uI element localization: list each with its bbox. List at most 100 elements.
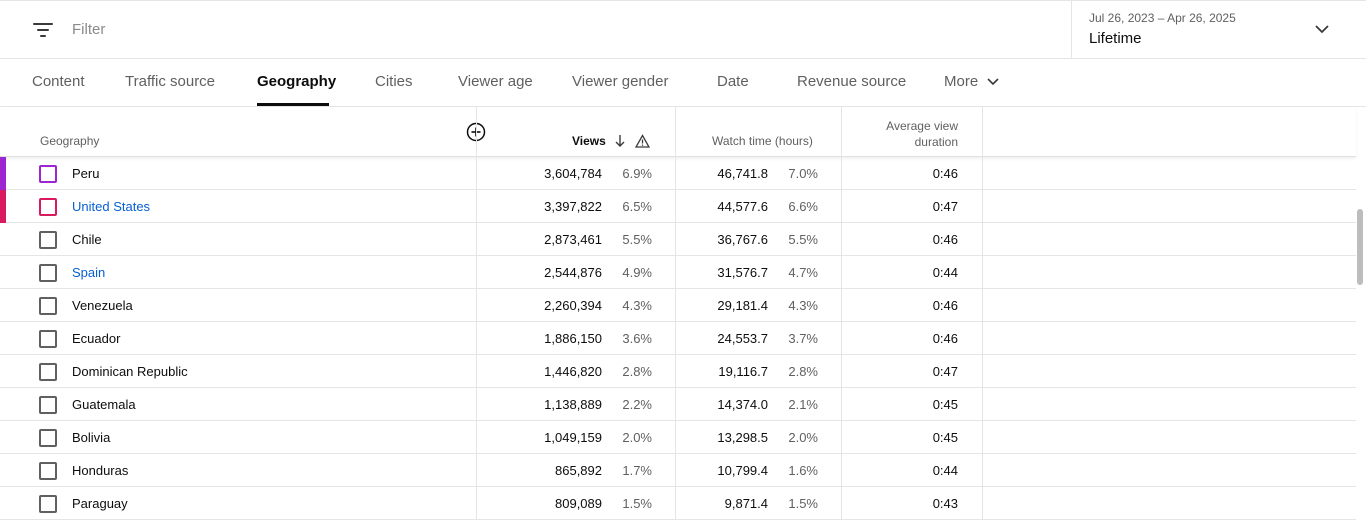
table-row[interactable]: United States 3,397,822 6.5% 44,577.6 6.6% 0:…: [0, 190, 1356, 223]
views-value: 809,089: [555, 496, 602, 511]
views-value: 1,049,159: [544, 430, 602, 445]
average-view-duration-value: 0:46: [932, 298, 958, 313]
filter-icon[interactable]: [33, 21, 55, 39]
views-value: 2,260,394: [544, 298, 602, 313]
geography-name[interactable]: United States: [72, 199, 151, 214]
table-row[interactable]: Ecuador 1,886,150 3.6% 24,553.7 3.7% 0:46: [0, 322, 1356, 355]
tab-traffic-source[interactable]: Traffic source: [125, 73, 216, 90]
table-row[interactable]: Venezuela 2,260,394 4.3% 29,181.4 4.3% 0:46: [0, 289, 1356, 322]
column-header-watch-time[interactable]: Watch time (hours): [712, 134, 813, 148]
average-view-duration-value: 0:45: [932, 430, 958, 445]
report-tabs: Content Traffic source Geography Cities …: [0, 59, 1366, 107]
watch-time-percent: 4.7%: [788, 265, 818, 280]
row-checkbox[interactable]: [39, 462, 57, 480]
active-tab-indicator: [257, 103, 329, 106]
views-value: 1,886,150: [544, 331, 602, 346]
series-color-bar: [0, 190, 6, 223]
tab-viewer-gender[interactable]: Viewer gender: [572, 73, 669, 90]
warning-icon[interactable]: [635, 134, 650, 148]
table-row[interactable]: Spain 2,544,876 4.9% 31,576.7 4.7% 0:44: [0, 256, 1356, 289]
tab-date[interactable]: Date: [717, 73, 749, 90]
views-value: 3,604,784: [544, 166, 602, 181]
views-percent: 2.2%: [622, 397, 652, 412]
views-percent: 4.3%: [622, 298, 652, 313]
date-range-preset: Lifetime: [1089, 30, 1142, 47]
column-header-average-view-duration[interactable]: Average view duration: [886, 119, 958, 149]
row-checkbox[interactable]: [39, 330, 57, 348]
table-row[interactable]: Dominican Republic 1,446,820 2.8% 19,116.7 2…: [0, 355, 1356, 388]
views-percent: 2.0%: [622, 430, 652, 445]
views-percent: 1.5%: [622, 496, 652, 511]
geography-name: Chile: [72, 232, 102, 247]
tab-viewer-age[interactable]: Viewer age: [458, 73, 533, 90]
watch-time-percent: 3.7%: [788, 331, 818, 346]
row-checkbox[interactable]: [39, 396, 57, 414]
watch-time-value: 36,767.6: [717, 232, 768, 247]
geography-name: Ecuador: [72, 331, 121, 346]
watch-time-value: 9,871.4: [724, 496, 768, 511]
sort-descending-icon[interactable]: [614, 134, 626, 148]
column-header-views[interactable]: Views: [572, 134, 606, 148]
table-row[interactable]: Paraguay 809,089 1.5% 9,871.4 1.5% 0:43: [0, 487, 1356, 520]
tab-revenue-source[interactable]: Revenue source: [797, 73, 907, 90]
views-percent: 6.5%: [622, 199, 652, 214]
views-percent: 6.9%: [622, 166, 652, 181]
row-checkbox[interactable]: [39, 363, 57, 381]
average-view-duration-value: 0:45: [932, 397, 958, 412]
table-row[interactable]: Bolivia 1,049,159 2.0% 13,298.5 2.0% 0:45: [0, 421, 1356, 454]
watch-time-percent: 1.5%: [788, 496, 818, 511]
table-row[interactable]: Honduras 865,892 1.7% 10,799.4 1.6% 0:44: [0, 454, 1356, 487]
average-view-duration-value: 0:47: [932, 364, 958, 379]
row-checkbox[interactable]: [39, 165, 57, 183]
watch-time-value: 10,799.4: [717, 463, 768, 478]
watch-time-percent: 7.0%: [788, 166, 818, 181]
column-divider: [476, 107, 477, 520]
average-view-duration-value: 0:46: [932, 166, 958, 181]
views-value: 865,892: [555, 463, 602, 478]
row-checkbox[interactable]: [39, 264, 57, 282]
table-row[interactable]: Peru 3,604,784 6.9% 46,741.8 7.0% 0:46: [0, 157, 1356, 190]
date-range-picker[interactable]: Jul 26, 2023 – Apr 26, 2025 Lifetime: [1071, 1, 1366, 59]
tab-geography[interactable]: Geography: [257, 73, 337, 90]
tab-more[interactable]: More: [944, 73, 1000, 90]
geography-name: Venezuela: [72, 298, 133, 313]
row-checkbox[interactable]: [39, 297, 57, 315]
series-color-bar: [0, 157, 6, 190]
views-value: 2,873,461: [544, 232, 602, 247]
geography-name: Dominican Republic: [72, 364, 188, 379]
views-value: 2,544,876: [544, 265, 602, 280]
column-header-geography[interactable]: Geography: [40, 134, 100, 148]
average-view-duration-value: 0:47: [932, 199, 958, 214]
watch-time-percent: 2.8%: [788, 364, 818, 379]
tab-cities[interactable]: Cities: [375, 73, 413, 90]
table-row[interactable]: Chile 2,873,461 5.5% 36,767.6 5.5% 0:46: [0, 223, 1356, 256]
tab-more-label: More: [944, 73, 979, 90]
filter-input[interactable]: Filter: [72, 21, 106, 38]
row-checkbox[interactable]: [39, 231, 57, 249]
average-view-duration-value: 0:46: [932, 331, 958, 346]
chevron-down-icon: [1315, 25, 1329, 34]
row-checkbox[interactable]: [39, 198, 57, 216]
watch-time-value: 13,298.5: [717, 430, 768, 445]
watch-time-value: 46,741.8: [717, 166, 768, 181]
views-value: 1,446,820: [544, 364, 602, 379]
geography-name: Bolivia: [72, 430, 111, 445]
table-row[interactable]: Guatemala 1,138,889 2.2% 14,374.0 2.1% 0:45: [0, 388, 1356, 421]
views-percent: 1.7%: [622, 463, 652, 478]
date-range-text: Jul 26, 2023 – Apr 26, 2025: [1089, 11, 1236, 25]
row-checkbox[interactable]: [39, 495, 57, 513]
views-value: 3,397,822: [544, 199, 602, 214]
table-body: Peru 3,604,784 6.9% 46,741.8 7.0% 0:46 United …: [0, 157, 1356, 520]
geography-name: Paraguay: [72, 496, 128, 511]
tab-content[interactable]: Content: [32, 73, 85, 90]
watch-time-value: 24,553.7: [717, 331, 768, 346]
column-divider: [675, 107, 676, 520]
geography-name[interactable]: Spain: [72, 265, 106, 280]
column-divider: [982, 107, 983, 520]
scrollbar-thumb[interactable]: [1357, 209, 1363, 285]
watch-time-percent: 2.0%: [788, 430, 818, 445]
watch-time-percent: 6.6%: [788, 199, 818, 214]
views-percent: 4.9%: [622, 265, 652, 280]
row-checkbox[interactable]: [39, 429, 57, 447]
watch-time-value: 29,181.4: [717, 298, 768, 313]
